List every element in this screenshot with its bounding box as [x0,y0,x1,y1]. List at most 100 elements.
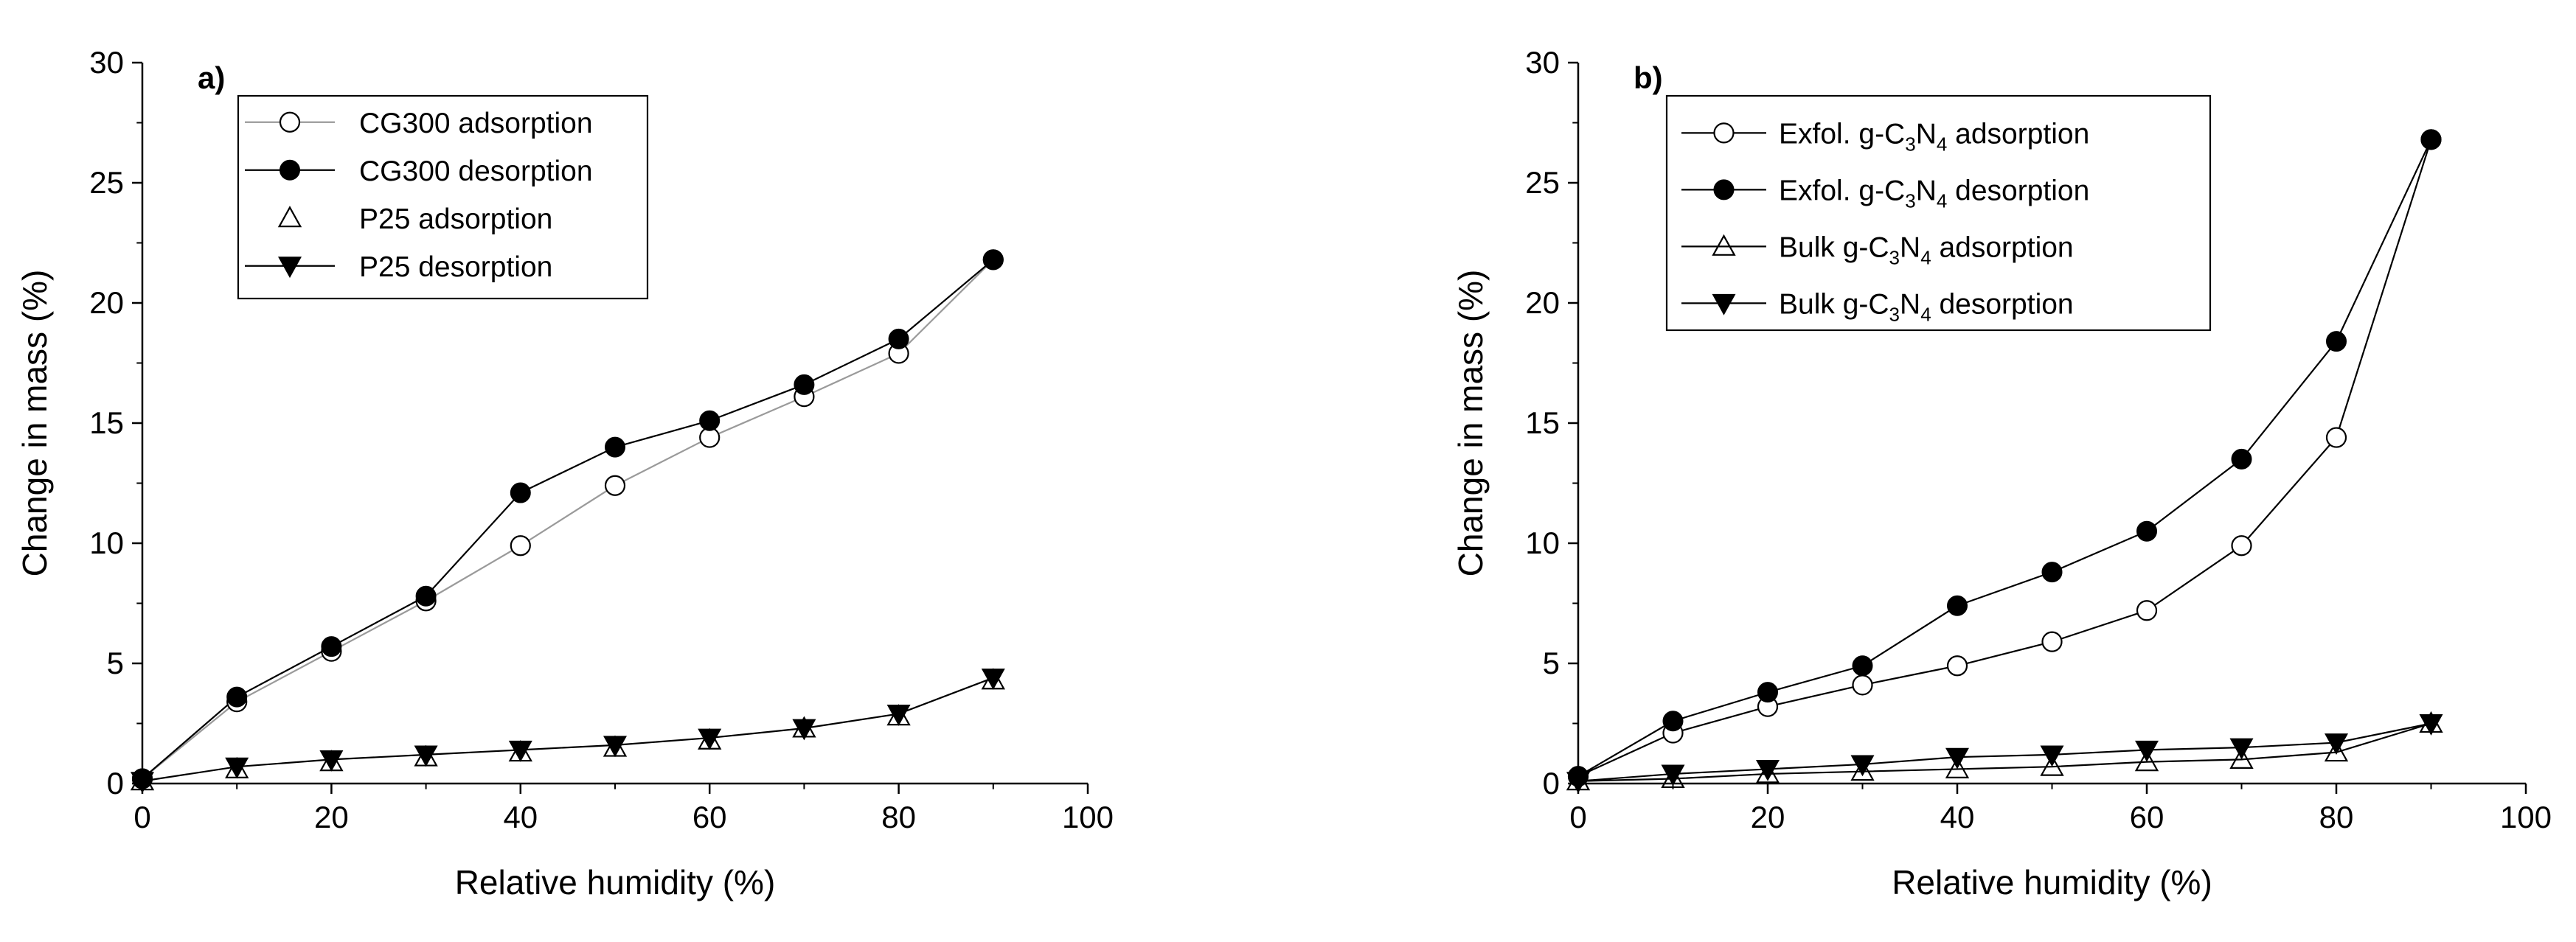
data-point [1661,766,1685,789]
x-tick-label: 100 [1062,800,1114,834]
x-tick-label: 60 [692,800,727,834]
data-point [131,772,154,794]
y-tick-label: 15 [1525,405,1560,440]
legend-marker [1713,122,1735,144]
series-line-3 [142,677,994,782]
y-tick-label: 10 [1525,526,1560,560]
data-point [2136,520,2157,542]
data-point [981,669,1005,690]
legend-label-part: adsorption [1931,231,2074,263]
legend-label-part: N [1916,175,1937,206]
x-tick-label: 80 [881,800,916,834]
x-tick-label: 20 [314,800,349,834]
data-point [2229,738,2254,760]
panel-label: a) [198,60,225,95]
x-tick-label: 80 [2319,800,2354,834]
data-point [321,636,342,657]
data-point [605,436,625,458]
series-line-1 [1577,139,2432,778]
data-point [794,374,815,395]
data-point [1566,772,1590,794]
data-point [2324,740,2349,762]
x-tick-label: 40 [503,800,538,834]
series-line-2 [1577,722,2431,782]
x-axis-label: Relative humidity (%) [455,863,776,901]
x-axis-label: Relative humidity (%) [1892,863,2212,901]
data-point [1947,595,1968,616]
legend-label-part: 4 [1920,246,1931,268]
data-point [2326,331,2347,352]
legend-label: CG300 adsorption [359,108,593,139]
data-point [2419,714,2443,736]
x-tick-label: 40 [1940,800,1975,834]
y-axis-label: Change in mass (%) [1451,270,1490,577]
data-point [1662,711,1684,732]
y-tick-label: 30 [89,45,124,80]
legend-label-part: adsorption [1947,118,2089,150]
data-point [2040,745,2064,767]
legend-label-part: 4 [1937,133,1947,155]
panel-label: b) [1634,60,1663,95]
legend-marker [1713,179,1735,200]
data-point [2040,754,2064,776]
data-point [2229,747,2254,769]
legend-label-part: Exfol. g-C [1779,118,1905,150]
y-tick-label: 30 [1525,45,1560,80]
y-tick-label: 25 [1525,165,1560,200]
legend-label-part: 3 [1905,189,1915,212]
legend-label-part: 3 [1889,246,1900,268]
legend-label: P25 desorption [359,251,552,283]
data-point [2420,129,2442,150]
data-point [1946,655,1968,677]
legend-marker [1712,234,1736,256]
legend-label-part: N [1916,118,1937,150]
legend-label: Exfol. g-C3N4 desorption [1779,175,2089,212]
data-point [699,410,721,431]
data-point [510,482,531,503]
series-line-1 [142,259,994,780]
legend-box [237,94,649,300]
y-tick-label: 5 [1543,646,1560,680]
data-point [414,745,438,767]
legend-label-part: Bulk g-C [1779,231,1889,263]
x-tick-label: 0 [1569,800,1586,834]
legend-marker [277,206,302,228]
panel-b: 0 20 40 60 80 100 0 5 10 15 20 25 30 Relative humidit… [1451,45,2552,901]
legend-label: Exfol. g-C3N4 adsorption [1779,118,2089,155]
legend-marker [278,257,302,279]
x-tick-label: 20 [1751,800,1785,834]
legend-marker [1712,293,1736,315]
data-point [1756,760,1780,781]
data-point [1661,764,1685,786]
data-point [603,736,627,758]
data-point [888,328,909,349]
y-tick-label: 20 [89,285,124,320]
y-tick-label: 5 [107,646,124,680]
data-point [2325,427,2347,448]
legend-box [1665,94,2212,332]
legend-label: Bulk g-C3N4 adsorption [1779,231,2074,268]
legend-label-part: Bulk g-C [1779,288,1889,320]
data-point [2041,631,2063,652]
data-point [2135,740,2159,762]
data-point [2231,448,2252,470]
legend-marker [279,111,301,133]
data-point [415,585,437,607]
data-point [1850,755,1875,777]
data-point [319,750,344,772]
data-point [1852,674,1873,696]
data-point [1945,756,1970,778]
data-point [2136,600,2158,621]
series-line-0 [142,259,994,780]
legend-label-part: 3 [1905,133,1915,155]
data-point [1850,759,1875,781]
data-point [2041,562,2063,583]
legend-label-part: 4 [1920,303,1931,325]
data-point [886,705,911,726]
y-tick-label: 0 [1543,766,1560,800]
data-point [508,740,532,762]
x-tick-label: 60 [2130,800,2164,834]
legend-label-part: desorption [1931,288,2074,320]
